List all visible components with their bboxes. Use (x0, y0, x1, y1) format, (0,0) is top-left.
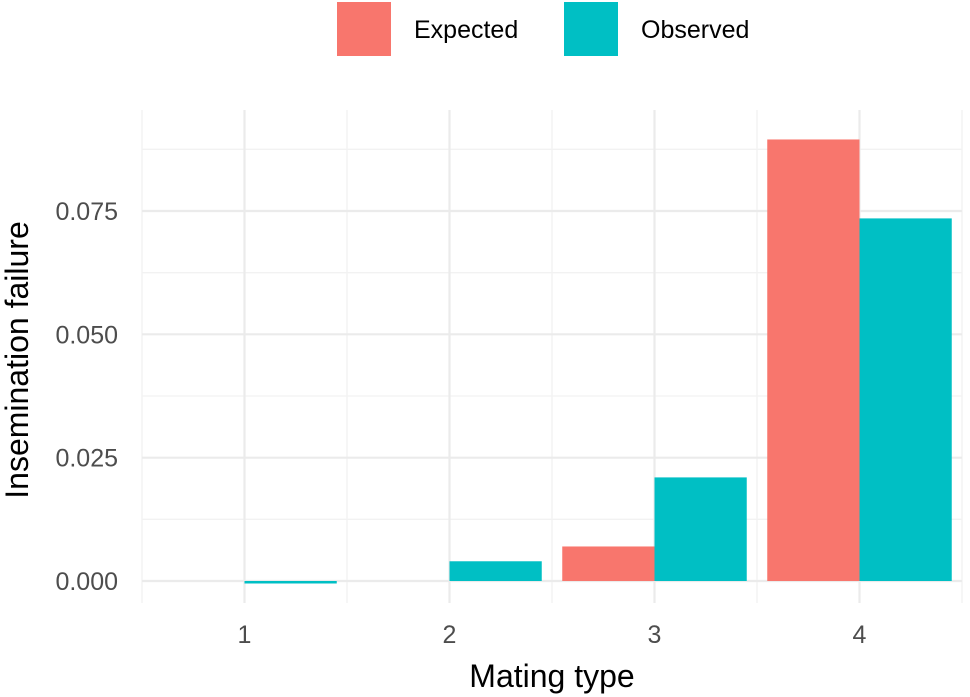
legend: Expected Observed (337, 2, 749, 56)
y-axis-ticks: 0.000 0.025 0.050 0.075 (55, 198, 118, 596)
x-tick-label: 4 (853, 621, 867, 649)
y-tick-label: 0.075 (55, 198, 118, 226)
legend-key-expected (337, 2, 391, 56)
legend-label-observed: Observed (641, 16, 749, 44)
x-axis-title: Mating type (469, 658, 634, 694)
bar-observed-1 (244, 581, 337, 584)
legend-key-observed (564, 2, 618, 56)
x-tick-label: 3 (648, 621, 662, 649)
bars (244, 139, 952, 584)
x-tick-label: 2 (443, 621, 457, 649)
bar-expected-4 (767, 139, 860, 581)
y-tick-label: 0.000 (55, 568, 118, 596)
x-tick-label: 1 (238, 621, 252, 649)
y-tick-label: 0.050 (55, 321, 118, 349)
y-tick-label: 0.025 (55, 445, 118, 473)
bar-expected-3 (562, 546, 655, 581)
legend-label-expected: Expected (414, 16, 518, 44)
bar-observed-3 (654, 477, 747, 581)
x-axis-ticks: 1 2 3 4 (238, 621, 867, 649)
bar-observed-2 (449, 561, 542, 581)
y-axis-title: Insemination failure (0, 221, 35, 498)
bar-observed-4 (859, 218, 952, 581)
